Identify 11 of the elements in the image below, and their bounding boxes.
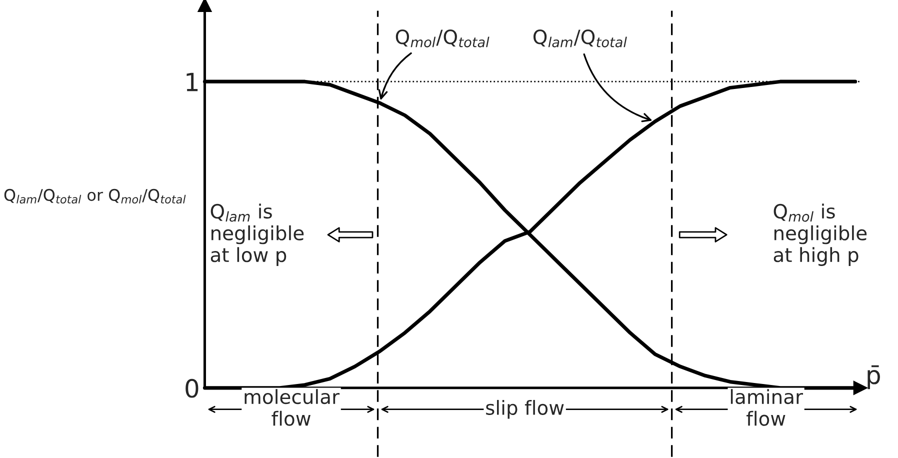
- x-axis-title: p̄: [868, 365, 880, 390]
- text: Q$_{mol}$/Q$_{total}$: [396, 30, 490, 48]
- text: Q$_{lam}$/Q$_{total}$: [534, 30, 627, 48]
- y-tick-label: 0: [186, 378, 198, 398]
- annotation: Q$_{mol}$ is negligible at high p: [774, 204, 867, 266]
- text: slip flow: [486, 400, 564, 419]
- text: molecular flow: [244, 389, 340, 426]
- y-tick-label: 1: [186, 72, 198, 92]
- annotation: Q$_{lam}$ is negligible at low p: [210, 204, 304, 266]
- text: laminar flow: [730, 389, 804, 426]
- y-axis-title: Q$_{lam}$/Q$_{total}$ or Q$_{mol}$/Q$_{total}$: [4, 188, 186, 204]
